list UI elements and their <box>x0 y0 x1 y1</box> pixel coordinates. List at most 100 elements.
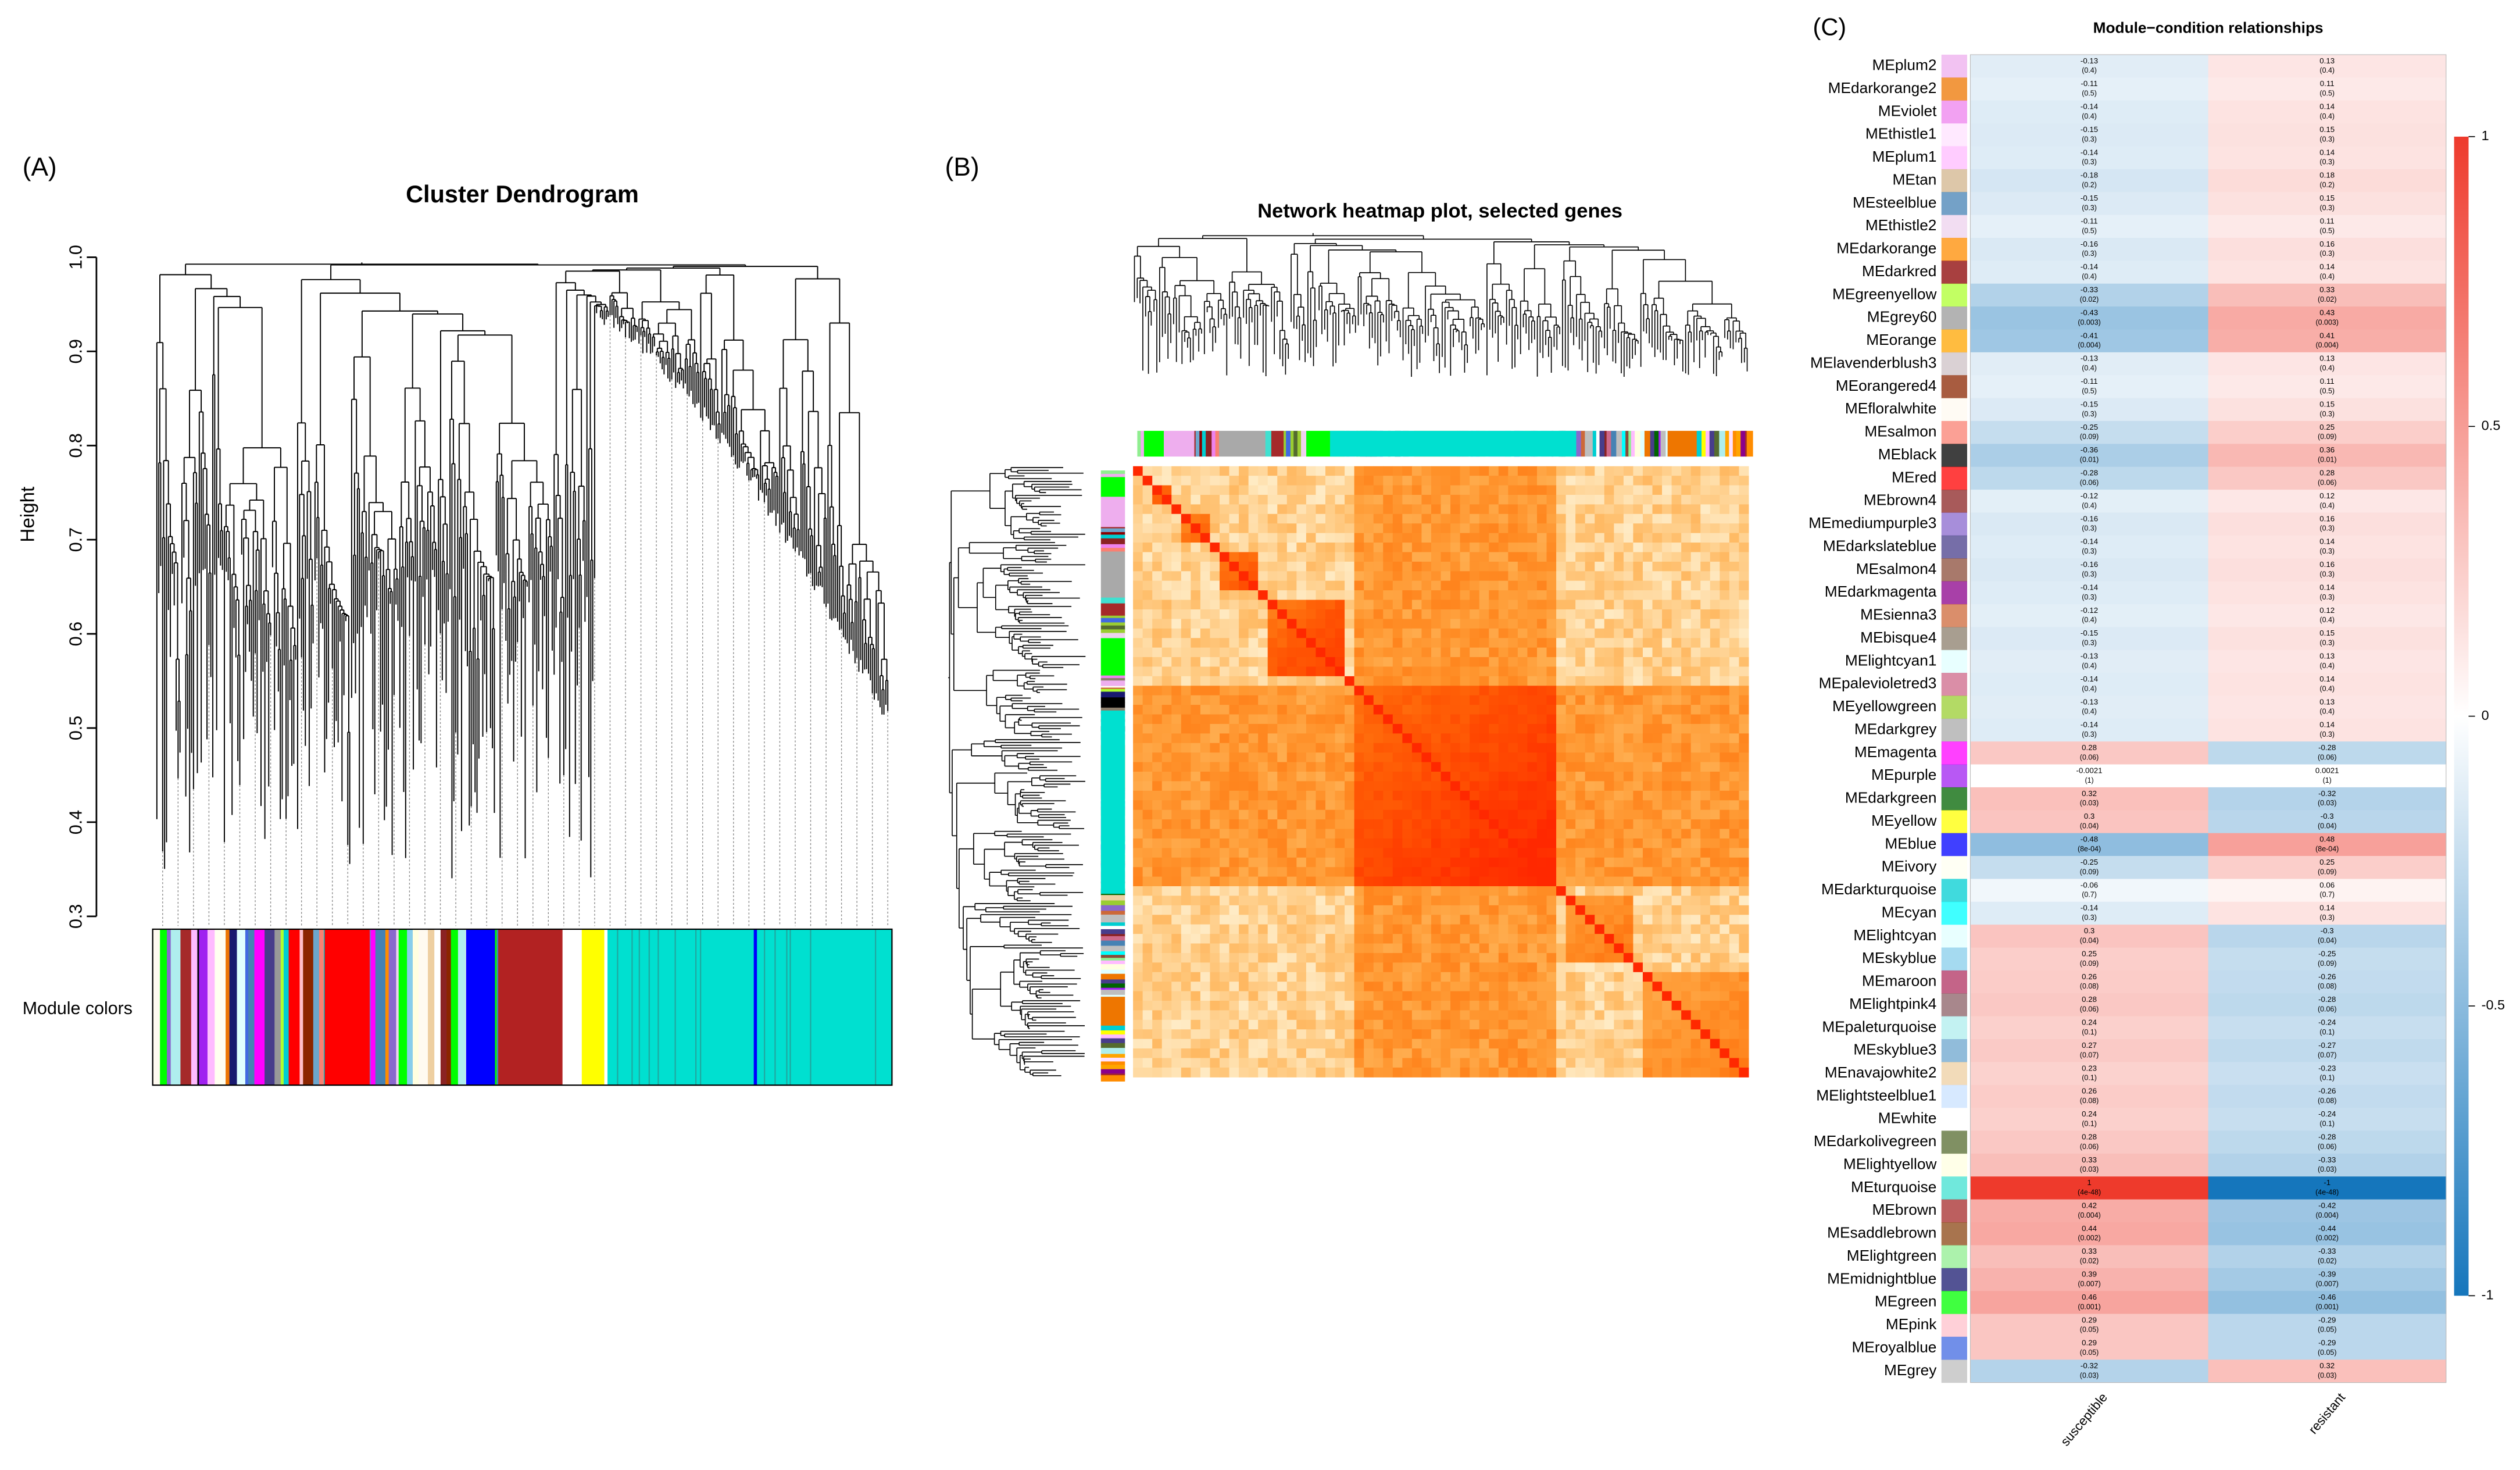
tom-cell <box>1421 523 1432 534</box>
tom-cell <box>1614 848 1624 858</box>
tom-cell <box>1536 714 1547 725</box>
tom-cell <box>1652 714 1663 725</box>
tom-cell <box>1392 876 1403 887</box>
tom-cell <box>1690 809 1701 820</box>
tom-cell <box>1720 743 1730 753</box>
tom-cell <box>1595 952 1605 963</box>
tom-cell <box>1604 915 1614 925</box>
tom-cell <box>1181 905 1191 915</box>
tom-cell <box>1489 1000 1499 1011</box>
tom-cell <box>1565 466 1576 476</box>
tom-cell <box>1306 580 1316 591</box>
tom-cell <box>1325 513 1336 524</box>
tom-cell <box>1489 504 1499 515</box>
tom-cell <box>1219 600 1230 610</box>
tom-cell <box>1306 571 1316 581</box>
tom-cell <box>1440 476 1451 486</box>
tom-cell <box>1239 504 1249 515</box>
tom-cell <box>1642 705 1653 715</box>
tom-cell <box>1421 962 1432 973</box>
tom-cell <box>1421 972 1432 982</box>
tom-cell <box>1239 943 1249 954</box>
tom-cell <box>1431 552 1442 562</box>
tom-cell <box>1248 982 1259 992</box>
tom-cell <box>1633 533 1643 543</box>
tom-cell <box>1623 819 1633 830</box>
tom-cell <box>1546 762 1557 772</box>
tom-cell <box>1383 647 1393 658</box>
tom-cell <box>1498 790 1509 801</box>
tom-cell <box>1200 561 1211 572</box>
tom-cell <box>1700 809 1711 820</box>
tom-cell <box>1171 819 1182 830</box>
tom-cell <box>1325 790 1336 801</box>
tom-cell <box>1489 924 1499 934</box>
module-stripe <box>774 929 776 1086</box>
tom-cell <box>1133 657 1143 668</box>
tom-cell <box>1133 943 1143 954</box>
tom-cell <box>1181 857 1191 868</box>
tom-cell <box>1411 982 1422 992</box>
tom-cell <box>1306 561 1316 572</box>
tom-cell <box>1642 876 1653 887</box>
tom-cell <box>1440 962 1451 973</box>
tom-cell <box>1411 1000 1422 1011</box>
tom-cell <box>1421 686 1432 696</box>
tom-cell <box>1258 523 1268 534</box>
tom-cell <box>1239 924 1249 934</box>
tom-cell <box>1411 886 1422 896</box>
tom-cell <box>1517 561 1528 572</box>
tom-cell <box>1402 924 1413 934</box>
tom-cell <box>1161 561 1172 572</box>
tom-cell <box>1479 809 1489 820</box>
tom-cell <box>1739 848 1749 858</box>
tom-cell <box>1508 705 1518 715</box>
tom-cell <box>1316 666 1326 677</box>
tom-cell <box>1662 485 1672 495</box>
tom-cell <box>1200 952 1211 963</box>
tom-cell <box>1392 1000 1403 1011</box>
tom-cell <box>1652 924 1663 934</box>
tom-cell <box>1364 533 1374 543</box>
tom-cell <box>1470 972 1480 982</box>
tom-cell <box>1614 733 1624 744</box>
module-stripe <box>1625 430 1629 457</box>
tom-cell <box>1402 848 1413 858</box>
row-label: MEsalmon4 <box>1856 560 1937 577</box>
tom-cell <box>1460 628 1470 638</box>
module-stripe <box>1290 430 1295 457</box>
tom-cell <box>1306 790 1316 801</box>
tom-cell <box>1450 800 1461 811</box>
tom-cell <box>1575 972 1586 982</box>
tom-cell <box>1681 895 1692 906</box>
tom-cell <box>1296 647 1307 658</box>
tom-cell <box>1652 857 1663 868</box>
tom-cell <box>1152 982 1163 992</box>
tom-cell <box>1171 638 1182 648</box>
tom-cell <box>1546 543 1557 553</box>
tom-cell <box>1470 494 1480 505</box>
tom-cell <box>1700 513 1711 524</box>
tom-cell <box>1239 657 1249 668</box>
tom-cell <box>1133 686 1143 696</box>
tom-cell <box>1498 609 1509 619</box>
tom-cell <box>1191 1000 1201 1011</box>
tom-cell <box>1652 952 1663 963</box>
tom-cell <box>1729 943 1739 954</box>
tom-cell <box>1335 1039 1345 1049</box>
module-stripe <box>1622 430 1626 457</box>
tom-cell <box>1286 513 1297 524</box>
tom-cell <box>1200 1039 1211 1049</box>
tom-cell <box>1161 571 1172 581</box>
tom-cell <box>1411 962 1422 973</box>
tom-cell <box>1690 695 1701 705</box>
color-bar-tick-label: 1 <box>2482 128 2489 143</box>
tom-cell <box>1440 1039 1451 1049</box>
tom-cell <box>1662 829 1672 839</box>
heatmap-cell <box>1970 718 2209 742</box>
tom-cell <box>1489 1067 1499 1077</box>
tom-cell <box>1700 1067 1711 1077</box>
tom-cell <box>1219 733 1230 744</box>
tom-cell <box>1565 733 1576 744</box>
heatmap-cell <box>2208 146 2447 170</box>
